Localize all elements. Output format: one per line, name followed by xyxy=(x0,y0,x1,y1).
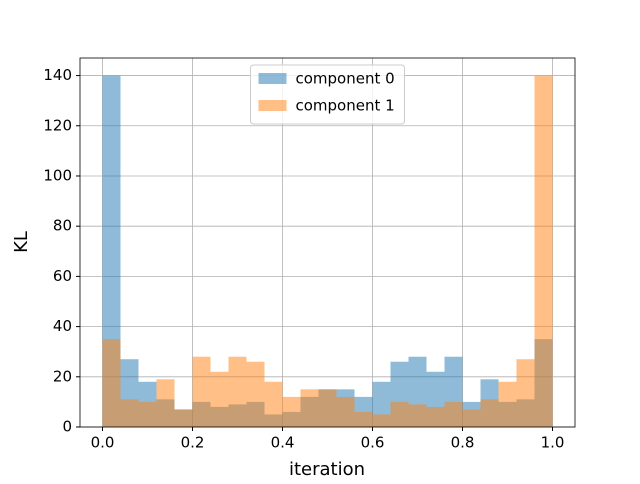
bar xyxy=(480,399,499,427)
bar xyxy=(426,406,445,427)
bar xyxy=(264,381,283,427)
x-tick-label: 0.4 xyxy=(271,434,295,452)
bar xyxy=(318,389,337,427)
bar xyxy=(138,401,157,427)
x-tick-label: 0.6 xyxy=(361,434,385,452)
x-axis-label: iteration xyxy=(289,459,365,480)
bar xyxy=(192,356,211,427)
y-tick-label: 100 xyxy=(43,166,72,184)
bar xyxy=(354,411,373,427)
bar xyxy=(444,401,463,427)
bar xyxy=(408,404,427,427)
y-tick-label: 80 xyxy=(53,217,72,235)
bar xyxy=(282,396,301,427)
bar xyxy=(390,401,409,427)
y-tick-label: 120 xyxy=(43,116,72,134)
y-axis-label: KL xyxy=(11,231,32,253)
legend-label: component 1 xyxy=(296,97,395,115)
x-tick-label: 1.0 xyxy=(541,434,565,452)
legend-label: component 0 xyxy=(296,70,395,88)
x-tick-label: 0.8 xyxy=(451,434,475,452)
bar xyxy=(516,359,535,427)
y-tick-label: 0 xyxy=(62,418,72,436)
bar xyxy=(372,414,391,427)
bar xyxy=(156,379,175,427)
bar xyxy=(228,356,247,427)
bar xyxy=(336,396,355,427)
y-tick-label: 20 xyxy=(53,367,72,385)
y-tick-label: 40 xyxy=(53,317,72,335)
y-tick-label: 140 xyxy=(43,66,72,84)
legend-box xyxy=(250,64,405,125)
bar xyxy=(300,389,319,427)
bar xyxy=(498,381,517,427)
bar xyxy=(246,361,265,427)
legend-swatch xyxy=(258,73,287,84)
x-tick-label: 0.2 xyxy=(181,434,205,452)
bar xyxy=(534,75,553,428)
bar xyxy=(102,339,121,427)
legend-swatch xyxy=(258,100,287,111)
x-tick-label: 0.0 xyxy=(91,434,115,452)
axes-frame xyxy=(79,57,576,428)
bar xyxy=(120,399,139,427)
y-tick-label: 60 xyxy=(53,267,72,285)
bar xyxy=(210,371,229,427)
bar xyxy=(462,409,481,427)
bar xyxy=(174,409,193,427)
